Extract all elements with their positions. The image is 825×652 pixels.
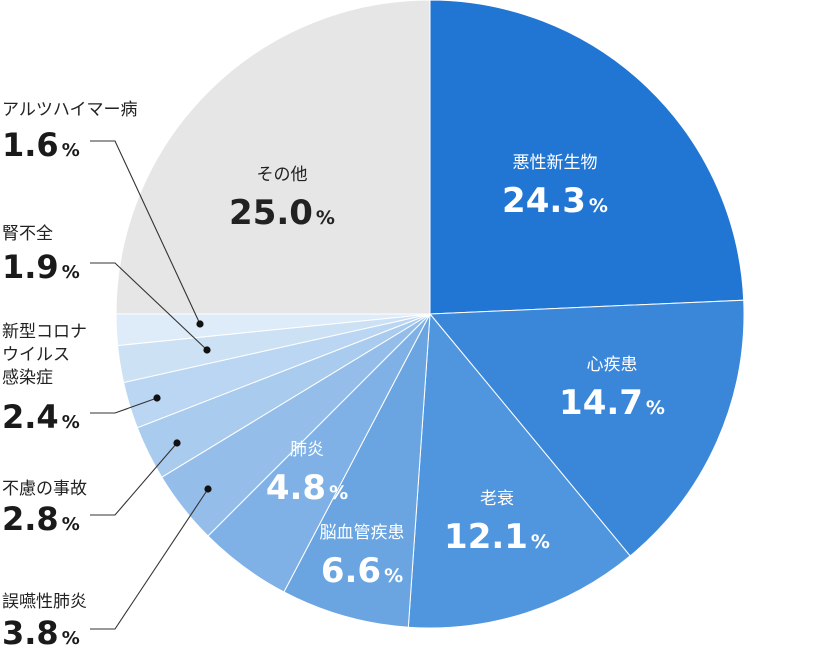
slice-name-label: 肺炎 bbox=[290, 440, 324, 460]
slice-10 bbox=[115, 0, 431, 315]
slice-percent-label: 12.1% bbox=[444, 517, 550, 557]
leader-dot bbox=[204, 485, 212, 493]
leader-dot bbox=[153, 394, 161, 402]
outside-label-9: アルツハイマー病 1.6% bbox=[2, 100, 204, 328]
slice-label-3: 脳血管疾患 6.6% bbox=[320, 523, 405, 591]
slice-label-1: 心疾患 14.7% bbox=[559, 355, 665, 423]
leader-dot bbox=[196, 320, 204, 328]
leader-dot bbox=[203, 346, 211, 354]
slice-2 bbox=[407, 312, 631, 629]
slice-name-label: アルツハイマー病 bbox=[2, 100, 138, 120]
slice-label-10: その他 25.0% bbox=[229, 165, 335, 233]
slice-label-0: 悪性新生物 24.3% bbox=[502, 153, 608, 221]
leader-line bbox=[90, 488, 209, 630]
slice-percent-label: 25.0% bbox=[229, 193, 335, 233]
slice-name-label: 不慮の事故 bbox=[2, 479, 87, 499]
leader-line bbox=[90, 262, 208, 351]
slice-3 bbox=[283, 313, 431, 628]
slice-name-label: 誤嚥性肺炎 bbox=[2, 592, 87, 612]
slice-name-label: 心疾患 bbox=[587, 355, 638, 375]
slice-percent-label: 24.3% bbox=[502, 181, 608, 221]
slice-percent-label: 3.8% bbox=[2, 614, 80, 652]
slice-label-2: 老衰 12.1% bbox=[444, 489, 550, 557]
slice-name-label: 悪性新生物 bbox=[513, 153, 598, 173]
pie-slices bbox=[115, 0, 745, 629]
slice-percent-label: 2.8% bbox=[2, 500, 80, 538]
slice-percent-label: 6.6% bbox=[321, 551, 403, 591]
slice-1 bbox=[428, 299, 745, 557]
slice-name-label: 腎不全 bbox=[2, 224, 53, 244]
slice-percent-label: 14.7% bbox=[559, 383, 665, 423]
slice-percent-label: 1.6% bbox=[2, 126, 80, 164]
slice-percent-label: 2.4% bbox=[2, 398, 80, 436]
slice-name-label: 老衰 bbox=[480, 489, 514, 509]
slice-label-4: 肺炎 4.8% bbox=[266, 440, 348, 508]
outside-label-7: 新型コロナウイルス感染症 2.4% bbox=[2, 322, 161, 436]
slice-percent-label: 1.9% bbox=[2, 248, 80, 286]
leader-line bbox=[90, 442, 178, 516]
slice-percent-label: 4.8% bbox=[266, 468, 348, 508]
outside-label-8: 腎不全 1.9% bbox=[2, 224, 211, 354]
leader-dot bbox=[173, 439, 181, 447]
leader-line bbox=[90, 397, 158, 414]
slice-name-label: その他 bbox=[257, 165, 308, 185]
slice-name-label: 脳血管疾患 bbox=[320, 523, 405, 543]
slice-name-label: 新型コロナウイルス感染症 bbox=[2, 322, 87, 388]
slice-0 bbox=[429, 0, 745, 315]
leader-line bbox=[90, 140, 201, 325]
